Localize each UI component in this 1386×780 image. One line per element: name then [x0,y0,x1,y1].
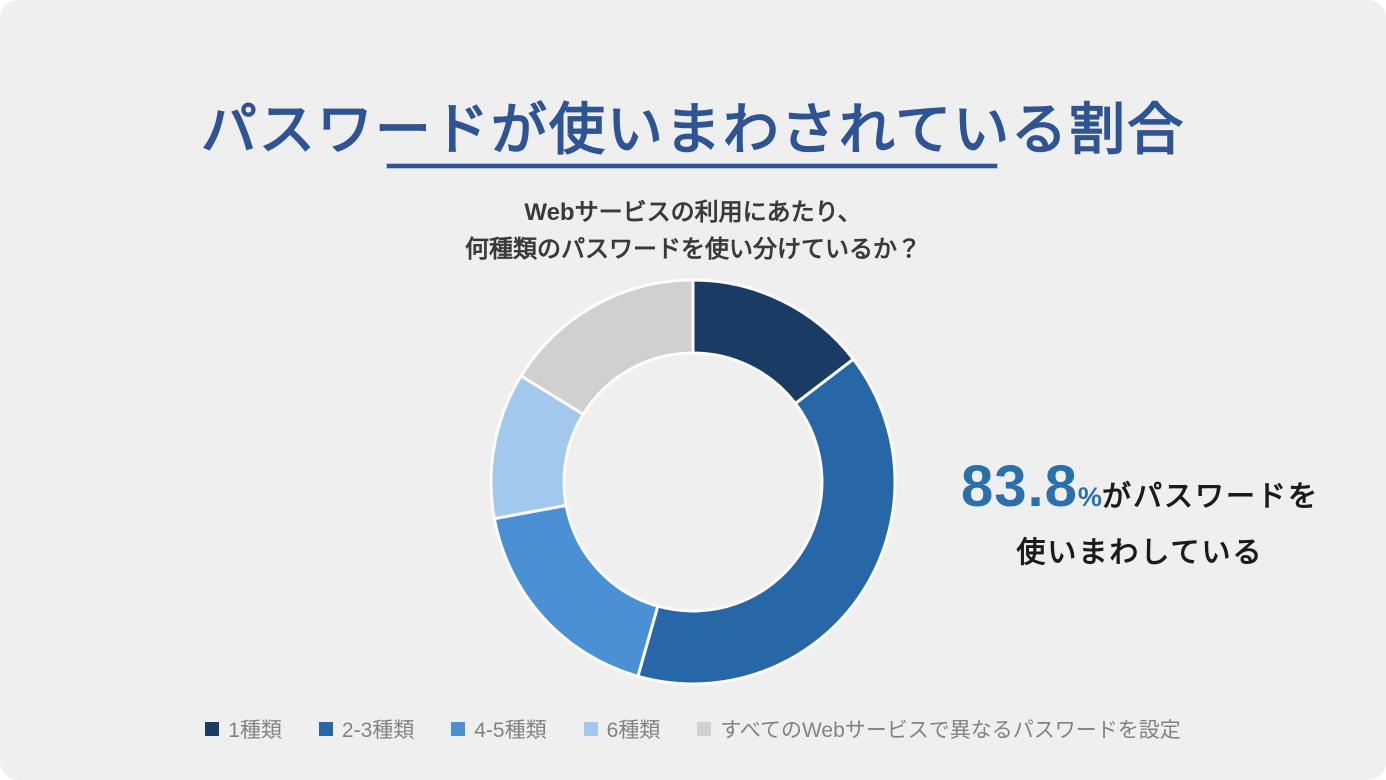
chart-question-line2: 何種類のパスワードを使い分けているか？ [465,236,921,264]
legend-item-4: 6種類 [583,714,661,744]
chart-question-line1: Webサービスの利用にあたり、 [524,199,862,226]
legend-label: すべてのWebサービスで異なるパスワードを設定 [720,719,1181,742]
annotation: 83.8%がパスワードを 使いまわしている [950,448,1330,573]
legend-label: 2-3種類 [341,719,415,742]
legend-swatch-icon [451,722,466,736]
donut-chart [489,278,897,686]
legend-swatch-icon [318,722,333,736]
annotation-text-line2: 使いまわしている [1016,537,1264,570]
donut-segment-2 [636,357,897,686]
chart-question: Webサービスの利用にあたり、 何種類のパスワードを使い分けているか？ [0,194,1386,268]
legend-label: 4-5種類 [474,719,547,742]
legend-label: 6種類 [606,719,661,742]
legend-item-1: 1種類 [205,714,282,744]
legend-swatch-icon [697,722,712,736]
chart-legend: 1種類 2-3種類 4-5種類 6種類 すべてのWebサービスで異なるパスワードを設定 [0,714,1386,744]
donut-segment-3 [492,503,660,678]
legend-item-3: 4-5種類 [451,714,547,744]
legend-item-5: すべてのWebサービスで異なるパスワードを設定 [697,714,1181,744]
title-underline [386,163,998,169]
annotation-percent-sign: % [1077,482,1102,512]
annotation-text-line1: がパスワードを [1101,481,1319,513]
legend-swatch-icon [205,722,220,736]
legend-label: 1種類 [228,719,282,742]
legend-swatch-icon [583,722,598,736]
annotation-value: 83.8 [961,454,1078,519]
page-title: パスワードが使いまわされている割合 [200,97,1186,161]
donut-segment-5 [519,278,695,416]
legend-item-2: 2-3種類 [318,714,415,744]
